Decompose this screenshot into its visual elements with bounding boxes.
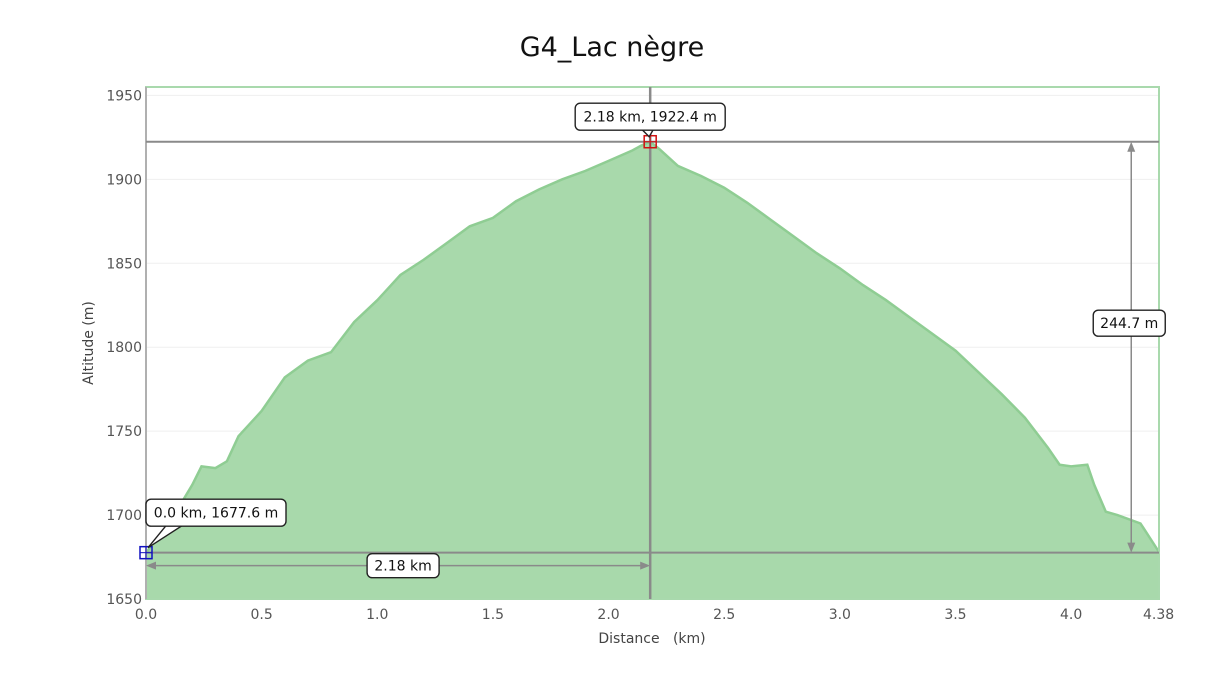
altitude-arrow-top-head <box>1127 141 1136 152</box>
x-axis-ticks: 0.0 0.5 1.0 1.5 2.0 2.5 3.0 3.5 4.0 4.38 <box>135 607 1174 623</box>
y-tick-label: 1650 <box>106 592 142 608</box>
x-tick-label: 1.0 <box>366 607 388 623</box>
end-point-callout: 2.18 km, 1922.4 m <box>574 102 726 131</box>
chart-title: G4_Lac nègre <box>520 32 705 63</box>
y-tick-label: 1700 <box>106 508 142 524</box>
x-tick-label: 0.0 <box>135 607 157 623</box>
x-tick-label: 3.0 <box>829 607 851 623</box>
x-axis-label: Distance (km) <box>598 631 705 647</box>
x-tick-label: 2.5 <box>713 607 735 623</box>
altitude-arrow-bottom-head <box>1127 542 1136 553</box>
y-tick-label: 1950 <box>106 88 142 104</box>
distance-arrow-right-head <box>640 561 651 570</box>
distance-callout-box <box>366 552 440 579</box>
y-tick-label: 1900 <box>106 172 142 188</box>
x-tick-label: 1.5 <box>482 607 504 623</box>
start-point-callout-text: 0.0 km, 1677.6 m <box>154 506 278 522</box>
y-tick-label: 1800 <box>106 340 142 356</box>
start-point-callout-box <box>145 498 287 527</box>
x-tick-label: 4.0 <box>1060 607 1082 623</box>
altitude-diff-callout-box <box>1092 309 1166 337</box>
altitude-diff-callout: 244.7 m <box>1092 309 1166 337</box>
y-tick-label: 1850 <box>106 256 142 272</box>
altitude-diff-callout-text: 244.7 m <box>1100 316 1158 332</box>
x-tick-label: 2.0 <box>597 607 619 623</box>
elevation-area <box>145 140 1161 599</box>
y-tick-label: 1750 <box>106 424 142 440</box>
x-tick-label: 0.5 <box>251 607 273 623</box>
distance-callout: 2.18 km <box>366 552 440 579</box>
end-point-callout-text: 2.18 km, 1922.4 m <box>584 110 717 126</box>
elevation-line <box>145 140 1161 554</box>
y-axis-ticks: 1650 1700 1750 1800 1850 1900 1950 <box>106 88 142 608</box>
x-tick-label: 3.5 <box>944 607 966 623</box>
end-point-callout-box <box>574 102 726 131</box>
distance-arrow-left-head <box>146 561 156 570</box>
x-tick-label: 4.38 <box>1143 607 1174 623</box>
elevation-fill <box>146 141 1159 599</box>
start-point-callout: 0.0 km, 1677.6 m <box>145 498 287 527</box>
point-callouts: 2.18 km, 1922.4 m 0.0 km, 1677.6 m 2.18 km… <box>145 102 1166 579</box>
y-axis-label: Altitude (m) <box>81 301 97 385</box>
distance-callout-text: 2.18 km <box>374 559 431 575</box>
